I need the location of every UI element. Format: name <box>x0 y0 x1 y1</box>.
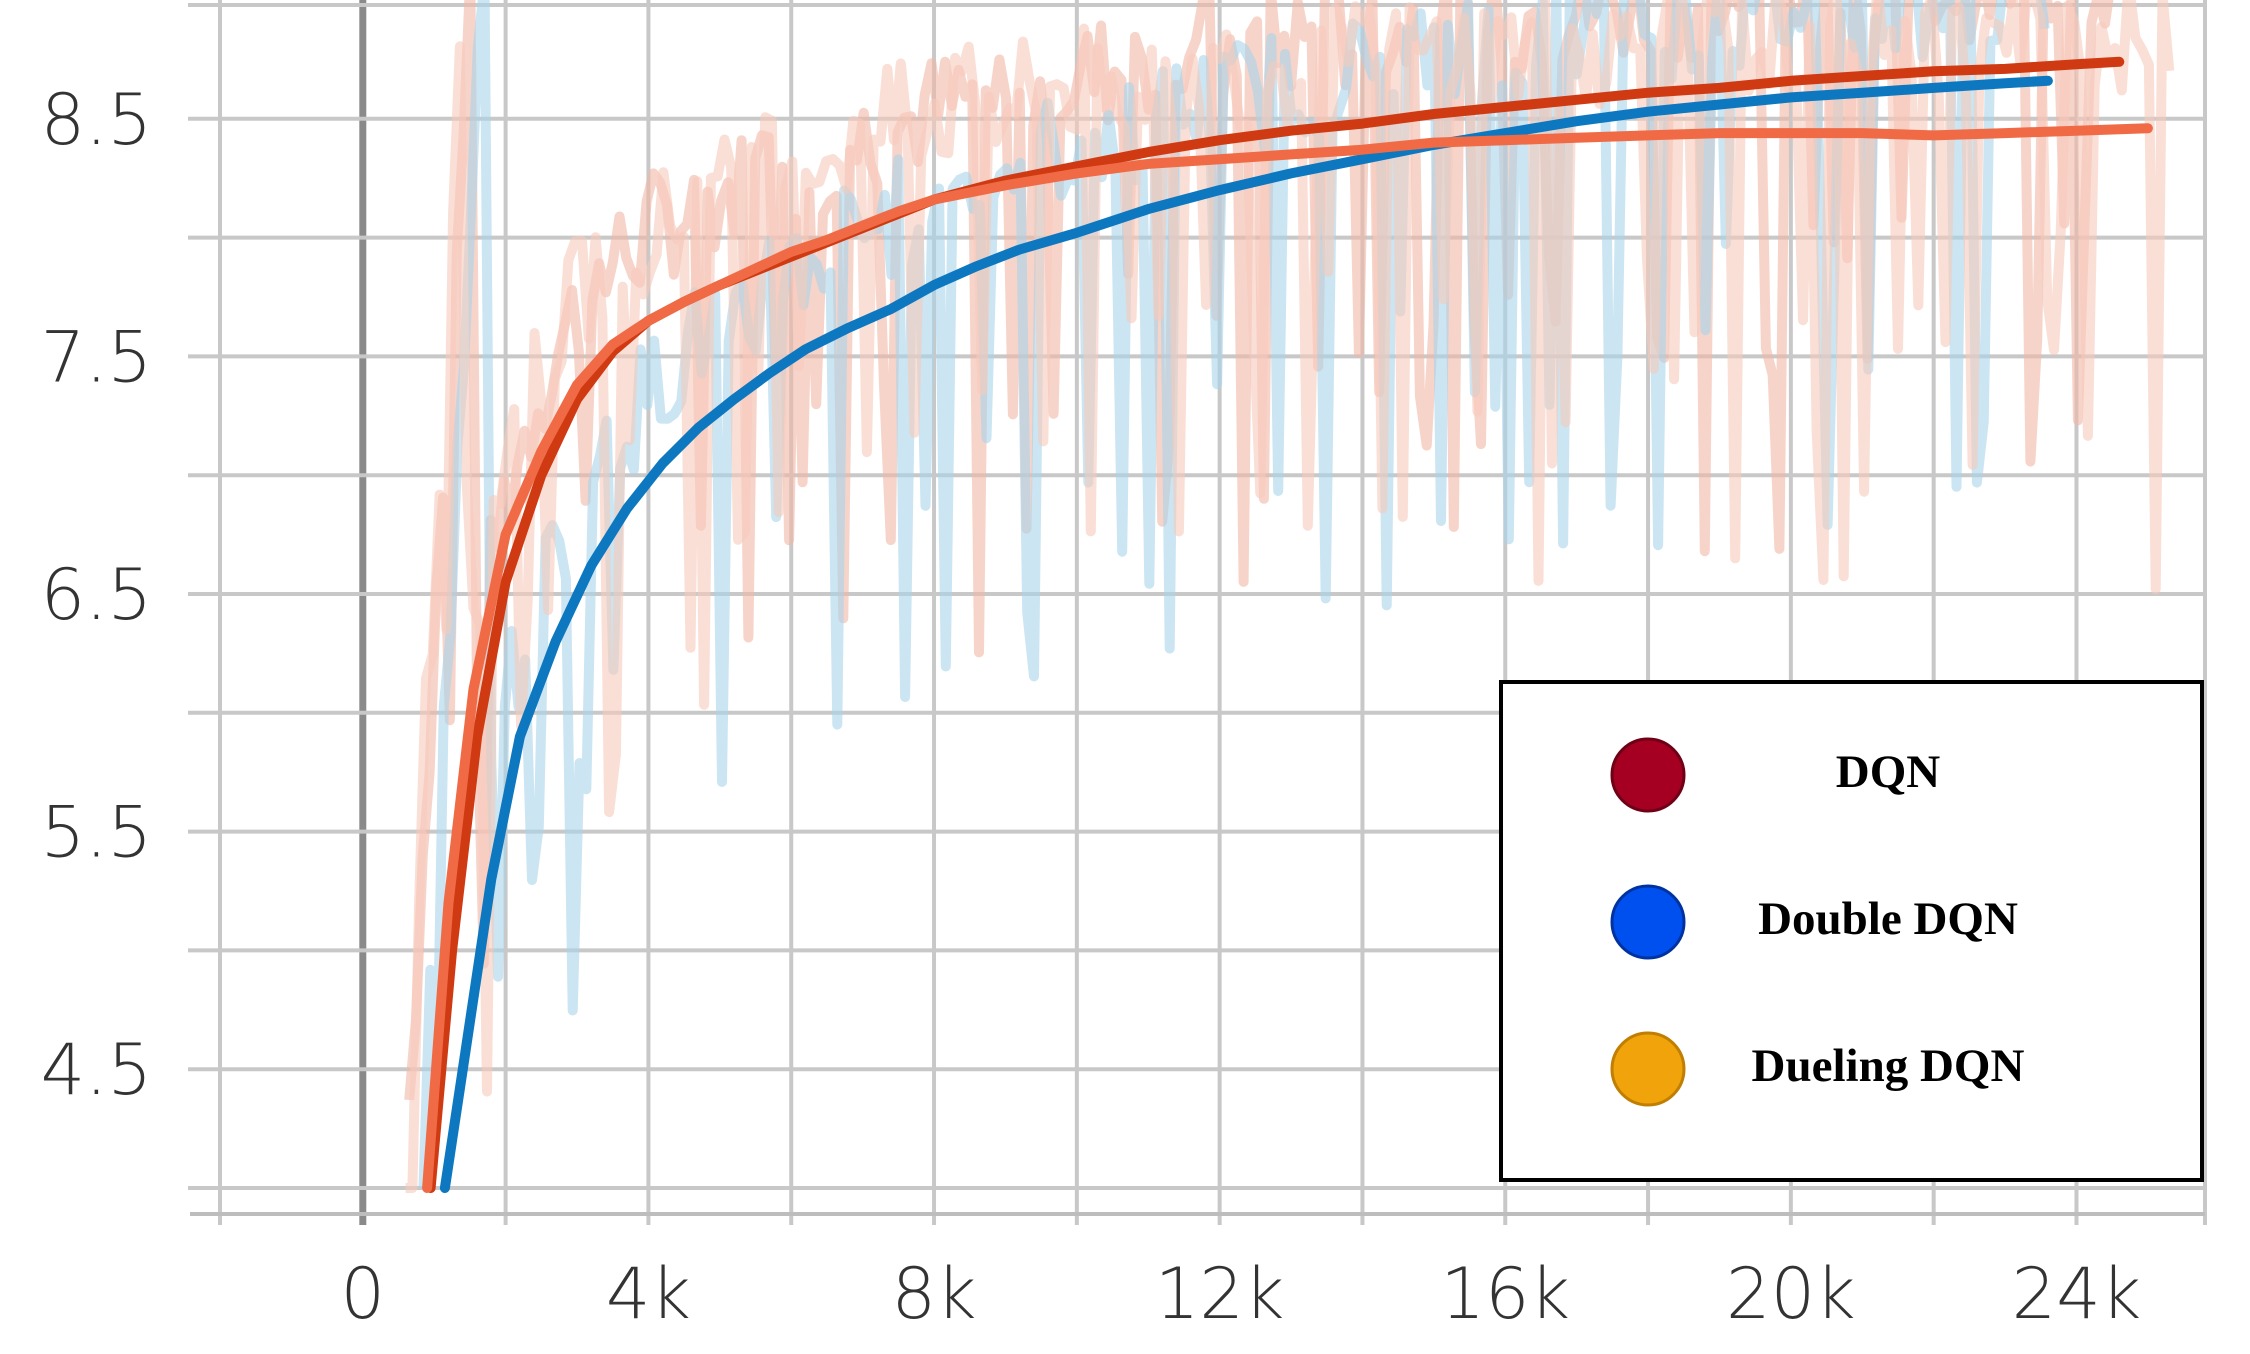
raw-trace-dueling-dqn <box>405 0 2175 1193</box>
legend-item-double-dqn: Double DQN <box>1610 884 2018 960</box>
legend-marker-dqn <box>1610 737 1686 813</box>
x-tick-label: 12k <box>1155 1253 1285 1335</box>
legend-label-double-dqn: Double DQN <box>1758 893 2018 945</box>
legend-item-dueling-dqn: Dueling DQN <box>1610 1031 2025 1107</box>
x-tick-label: 20k <box>1726 1253 1856 1335</box>
y-tick-label: 7.5 <box>41 316 152 398</box>
y-tick-label: 6.5 <box>41 554 152 636</box>
y-tick-label: 8.5 <box>41 79 152 161</box>
y-tick-label: 5.5 <box>41 792 152 874</box>
tick-labels: 0 4k 8k 12k 16k 20k 24k 4.5 5.5 6.5 7.5 8.5 <box>41 79 2142 1335</box>
line-double-dqn <box>439 75 2053 1193</box>
smoothed-series-layer <box>422 56 2153 1193</box>
legend-item-dqn: DQN <box>1610 737 1941 813</box>
x-tick-label: 4k <box>606 1253 691 1335</box>
legend-label-dueling-dqn: Dueling DQN <box>1752 1040 2025 1092</box>
legend-marker-double-dqn <box>1610 884 1686 960</box>
legend: DQN Double DQN Dueling DQN <box>1499 680 2204 1182</box>
line-dueling-dqn <box>422 123 2153 1193</box>
legend-marker-dueling-dqn <box>1610 1031 1686 1107</box>
legend-label-dqn: DQN <box>1836 746 1941 798</box>
y-tick-label: 4.5 <box>41 1029 152 1111</box>
x-tick-label: 24k <box>2012 1253 2142 1335</box>
x-tick-label: 0 <box>341 1253 386 1335</box>
x-tick-label: 16k <box>1440 1253 1570 1335</box>
x-tick-label: 8k <box>891 1253 976 1335</box>
